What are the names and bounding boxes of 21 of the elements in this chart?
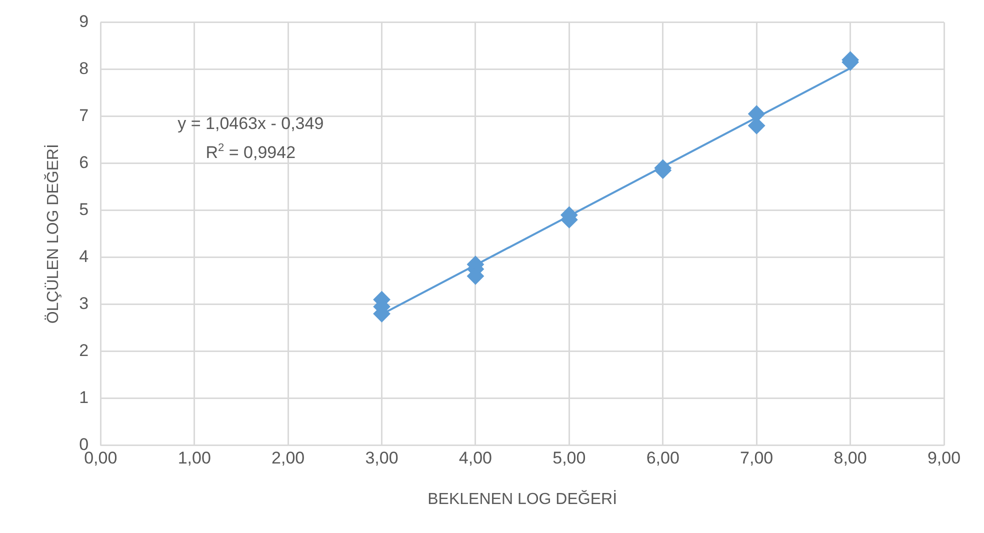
x-tick-label: 4,00 [458,448,492,468]
x-tick-label: 7,00 [740,448,774,468]
y-tick-label: 7 [79,106,89,125]
y-tick-label: 1 [79,388,89,408]
x-axis-title: BEKLENEN LOG DEĞERİ [428,490,618,508]
y-tick-label: 2 [79,341,89,360]
y-tick-label: 9 [79,12,89,31]
y-tick-label: 5 [79,200,89,219]
x-tick-label: 5,00 [552,448,586,468]
y-tick-label: 8 [79,58,89,78]
x-tick-label: 2,00 [272,448,305,468]
x-tick-label: 8,00 [834,448,867,468]
y-tick-label: 3 [79,294,89,314]
annotation: y = 1,0463x - 0,349 [178,114,324,134]
y-axis-title: ÖLÇÜLEN LOG DEĞERİ [44,144,62,324]
x-tick-label: 9,00 [927,448,961,468]
x-tick-label: 1,00 [178,448,211,468]
y-tick-label: 6 [79,152,89,172]
x-tick-label: 6,00 [646,448,680,468]
y-tick-label: 4 [79,247,89,266]
x-tick-label: 3,00 [365,448,398,468]
